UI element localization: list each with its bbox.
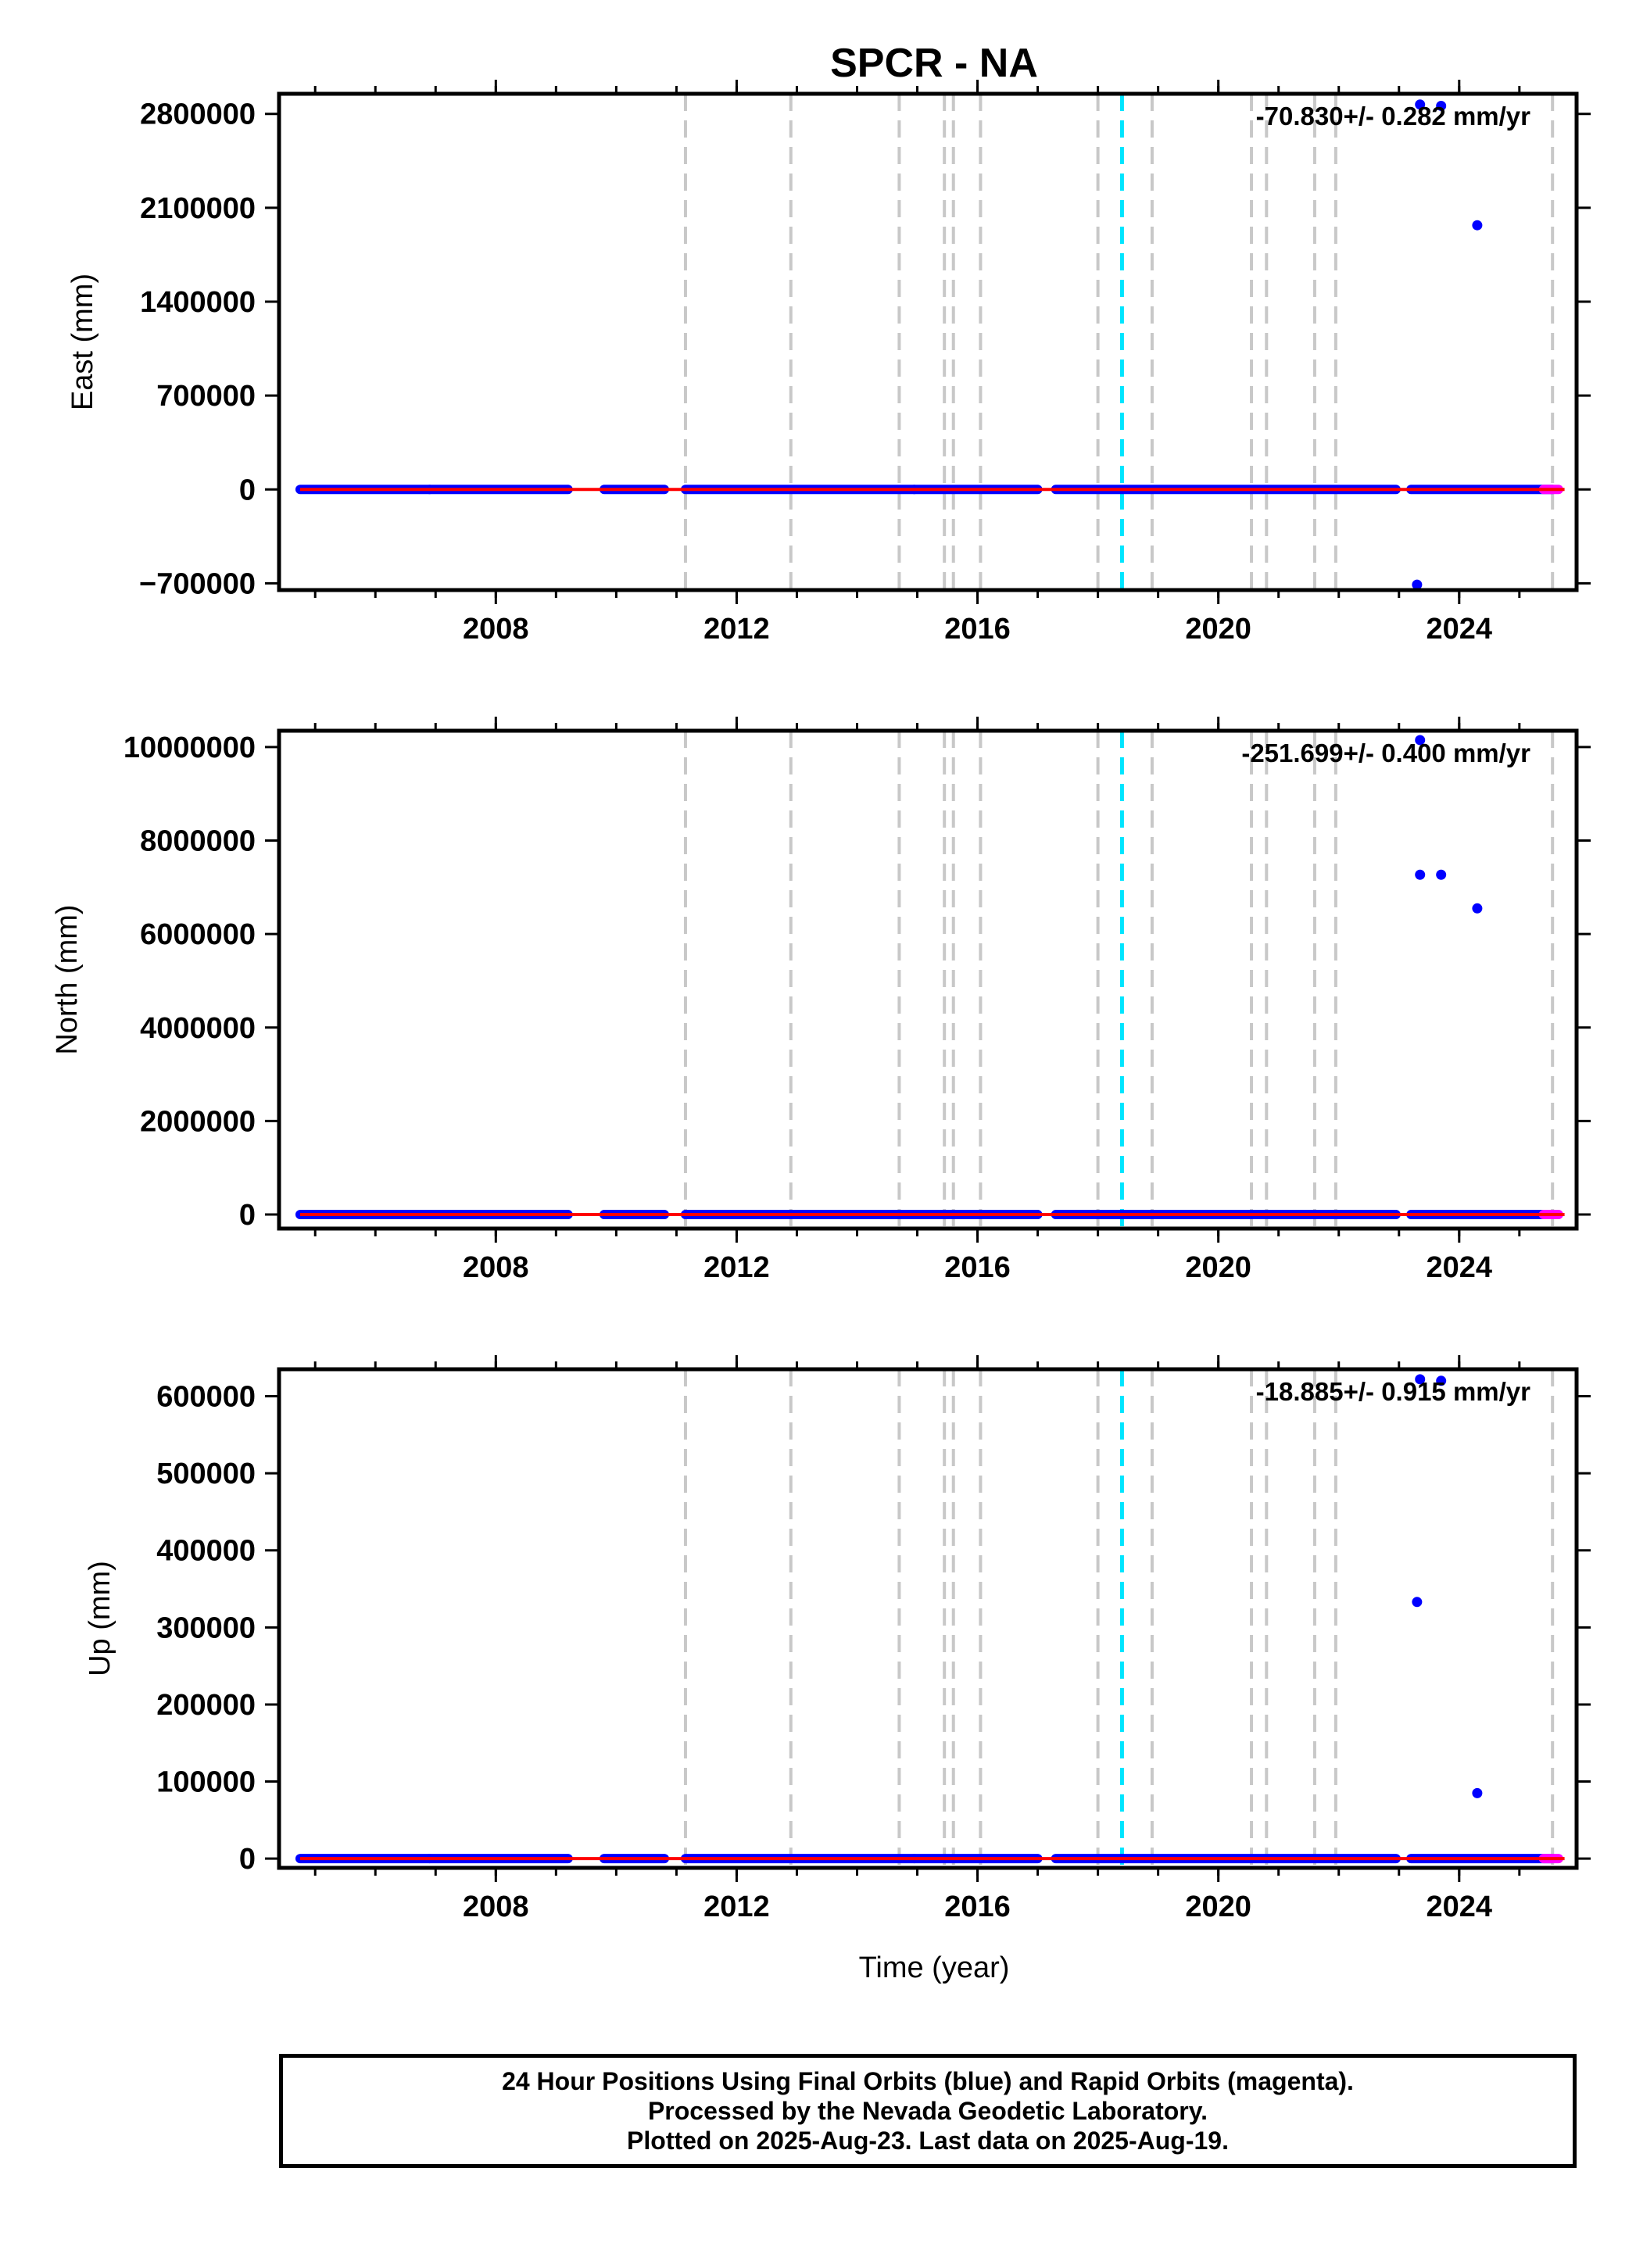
outlier-point <box>1415 99 1426 110</box>
plot-area <box>295 731 1565 1229</box>
north-panel: 0 2000000 4000000 6000000 8000000 10000000 200… <box>51 717 1591 1284</box>
y-tick-label: 1400000 <box>140 286 256 319</box>
x-tick-label: 2008 <box>463 613 529 646</box>
footer-line-2: Processed by the Nevada Geodetic Laborat… <box>647 2097 1208 2125</box>
x-tick-label: 2012 <box>703 1251 770 1284</box>
plot-area <box>295 1369 1565 1868</box>
y-tick-label: 700000 <box>156 380 256 413</box>
y-axis-label: North (mm) <box>51 904 84 1054</box>
plot-area <box>295 94 1565 590</box>
footer-line-1: 24 Hour Positions Using Final Orbits (bl… <box>502 2067 1354 2095</box>
outlier-point <box>1472 903 1483 914</box>
chart-title: SPCR - NA <box>830 41 1038 86</box>
y-tick-label: 600000 <box>156 1381 256 1414</box>
x-tick-label: 2008 <box>463 1891 529 1923</box>
velocity-annotation: -18.885+/- 0.915 mm/yr <box>1256 1377 1530 1406</box>
x-tick-label: 2016 <box>944 1251 1011 1284</box>
y-tick-label: 400000 <box>156 1535 256 1568</box>
x-tick-label: 2020 <box>1185 613 1251 646</box>
x-tick-label: 2020 <box>1185 1891 1251 1923</box>
outlier-point <box>1472 220 1483 231</box>
footer-box: 24 Hour Positions Using Final Orbits (bl… <box>279 2054 1577 2168</box>
outlier-point <box>1436 869 1447 880</box>
outlier-point <box>1415 735 1426 746</box>
x-tick-label: 2024 <box>1427 1891 1493 1923</box>
y-tick-label: 10000000 <box>124 732 256 764</box>
y-axis-label: East (mm) <box>66 274 99 410</box>
y-tick-label: 2100000 <box>140 192 256 225</box>
y-tick-label: 0 <box>239 1843 256 1876</box>
y-tick-label: 2000000 <box>140 1105 256 1138</box>
outlier-point <box>1436 100 1447 111</box>
y-tick-label: 4000000 <box>140 1012 256 1045</box>
footer-line-3: Plotted on 2025-Aug-23. Last data on 202… <box>627 2127 1229 2155</box>
x-tick-label: 2016 <box>944 1891 1011 1923</box>
y-tick-label: 200000 <box>156 1689 256 1722</box>
plot-frame <box>277 728 1579 1231</box>
velocity-annotation: -251.699+/- 0.400 mm/yr <box>1241 739 1530 767</box>
y-axis-label: Up (mm) <box>84 1561 116 1676</box>
east-panel: −700000 0 700000 1400000 2100000 2800000 2008 2… <box>66 80 1591 646</box>
y-tick-label: 100000 <box>156 1766 256 1799</box>
x-tick-label: 2012 <box>703 1891 770 1923</box>
outlier-point <box>1436 1375 1447 1386</box>
plot-frame <box>277 1367 1579 1870</box>
y-tick-label: −700000 <box>139 567 256 600</box>
y-tick-label: 0 <box>239 474 256 506</box>
x-tick-label: 2024 <box>1427 613 1493 646</box>
velocity-annotation: -70.830+/- 0.282 mm/yr <box>1256 102 1530 131</box>
x-tick-label: 2012 <box>703 613 770 646</box>
x-tick-label: 2024 <box>1427 1251 1493 1284</box>
outlier-point <box>1472 1787 1483 1798</box>
x-axis-label: Time (year) <box>859 1951 1010 1984</box>
x-tick-label: 2008 <box>463 1251 529 1284</box>
outlier-point <box>1415 869 1426 880</box>
y-tick-label: 500000 <box>156 1458 256 1490</box>
y-tick-label: 6000000 <box>140 918 256 951</box>
y-tick-label: 0 <box>239 1199 256 1232</box>
outlier-point <box>1412 579 1423 590</box>
x-tick-label: 2016 <box>944 613 1011 646</box>
outlier-point <box>1415 1374 1426 1385</box>
outlier-point <box>1412 1597 1423 1608</box>
y-tick-label: 2800000 <box>140 98 256 131</box>
x-tick-label: 2020 <box>1185 1251 1251 1284</box>
y-tick-label: 300000 <box>156 1612 256 1644</box>
plot-frame <box>277 91 1579 592</box>
up-panel: 0 100000 200000 300000 400000 500000 600000 200… <box>84 1355 1591 1923</box>
y-tick-label: 8000000 <box>140 825 256 858</box>
